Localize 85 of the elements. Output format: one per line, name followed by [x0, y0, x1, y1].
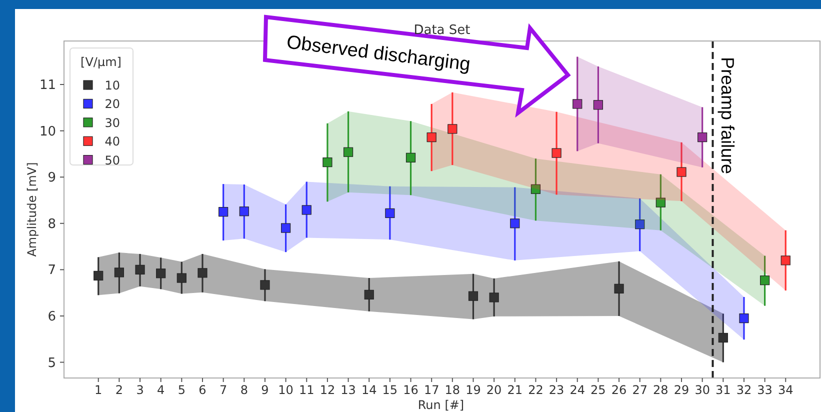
point [552, 148, 562, 158]
x-tick-label: 31 [716, 383, 731, 397]
x-tick-label: 8 [240, 383, 248, 397]
x-tick-label: 21 [507, 383, 523, 397]
x-tick-label: 11 [298, 383, 314, 397]
point [635, 220, 645, 230]
y-tick-label: 10 [39, 124, 56, 140]
point [198, 268, 208, 278]
ref-line-label: Preamp failure [718, 57, 738, 174]
point [676, 167, 686, 177]
y-tick-label: 6 [48, 309, 56, 324]
point [176, 273, 186, 283]
point [426, 132, 436, 142]
x-tick-label: 15 [382, 383, 398, 397]
x-tick-label: 1 [94, 383, 102, 397]
legend-title: [V/μm] [80, 55, 122, 69]
y-tick-label: 7 [48, 263, 56, 278]
legend-label: 40 [104, 134, 120, 149]
point [94, 270, 104, 280]
legend-label: 50 [104, 153, 120, 168]
y-tick-label: 9 [48, 170, 56, 186]
x-tick-label: 28 [653, 383, 668, 397]
point [302, 205, 312, 215]
point [530, 184, 541, 194]
point [510, 218, 520, 228]
point [448, 124, 458, 134]
x-tick-label: 2 [115, 383, 124, 397]
point [489, 292, 499, 302]
x-tick-label: 30 [694, 383, 710, 397]
x-tick-label: 33 [757, 383, 772, 397]
point [572, 99, 582, 109]
point [614, 284, 624, 294]
x-tick-label: 6 [198, 383, 206, 397]
x-tick-label: 27 [632, 383, 648, 397]
point [780, 256, 790, 266]
x-tick-label: 22 [528, 383, 544, 397]
legend-label: 30 [104, 116, 120, 130]
point [468, 291, 478, 301]
x-tick-label: 26 [611, 383, 627, 397]
x-tick-label: 13 [340, 383, 356, 397]
point [260, 280, 270, 290]
point [114, 268, 124, 278]
x-tick-label: 24 [570, 383, 586, 397]
chart-title: Data Set [414, 23, 470, 38]
point [739, 313, 749, 324]
x-tick-label: 3 [136, 383, 144, 397]
x-tick-label: 23 [548, 383, 564, 397]
point [364, 290, 374, 300]
point [281, 223, 291, 233]
x-tick-label: 5 [178, 383, 186, 397]
point [156, 268, 166, 278]
x-tick-label: 18 [444, 383, 460, 397]
x-axis-title: Run [#] [418, 398, 464, 412]
x-tick-label: 9 [261, 383, 269, 397]
point [760, 276, 770, 286]
x-tick-label: 25 [590, 383, 606, 397]
x-tick-label: 14 [361, 383, 377, 397]
point [239, 206, 249, 216]
y-tick-label: 8 [48, 216, 56, 232]
x-tick-label: 19 [466, 383, 481, 397]
y-axis-title: Amplitude [mV] [25, 162, 39, 257]
legend-label: 10 [104, 78, 120, 92]
x-tick-label: 7 [220, 383, 228, 397]
point [322, 157, 332, 168]
x-tick-label: 12 [320, 383, 336, 397]
point [218, 207, 228, 217]
x-tick-label: 4 [157, 383, 165, 397]
point [718, 332, 728, 343]
point [698, 132, 708, 142]
x-tick-label: 16 [403, 383, 418, 397]
legend-label: 20 [104, 97, 120, 112]
point [343, 147, 354, 157]
y-tick-label: 11 [39, 78, 56, 94]
point [593, 100, 603, 110]
x-tick-label: 10 [278, 383, 294, 397]
point [656, 198, 666, 208]
point [385, 208, 395, 218]
x-tick-label: 34 [778, 383, 794, 397]
point [406, 152, 416, 162]
x-tick-label: 32 [736, 383, 752, 397]
x-tick-label: 17 [424, 383, 440, 397]
x-tick-label: 20 [486, 383, 502, 397]
y-tick-label: 5 [48, 356, 56, 371]
x-tick-label: 29 [674, 383, 690, 397]
point [135, 264, 145, 274]
